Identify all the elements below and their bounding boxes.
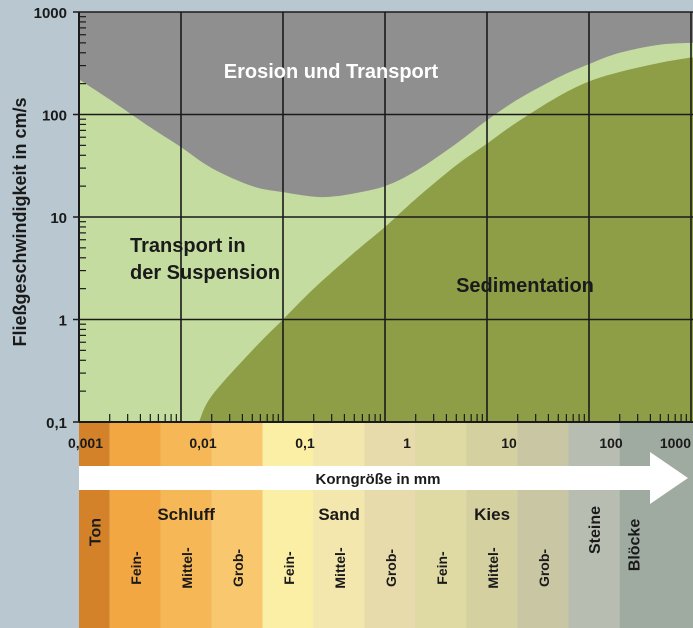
class-2-sub-1: Mittel- <box>332 547 348 589</box>
y-axis-title-group: Fließgeschwindigkeit in cm/s <box>10 97 30 346</box>
grain-band-7 <box>415 422 467 628</box>
y-tick-label: 0,1 <box>46 415 67 432</box>
grain-band-0 <box>79 422 110 628</box>
class-2-sub-2: Grob- <box>383 549 399 587</box>
grain-band-4 <box>262 422 314 628</box>
class-steine: Steine <box>587 506 604 554</box>
class-ton: Ton <box>87 518 104 546</box>
class-3-sub-0: Fein- <box>434 551 450 585</box>
y-tick-label: 10 <box>50 210 67 227</box>
sedimentation-area <box>198 57 693 422</box>
grain-band-10 <box>568 422 620 628</box>
grain-band-6 <box>364 422 416 628</box>
x-tick-label: 0,01 <box>189 435 216 451</box>
y-axis-title: Fließgeschwindigkeit in cm/s <box>10 97 30 346</box>
grain-band-11 <box>619 422 693 628</box>
sedimentation-label: Sedimentation <box>456 275 594 297</box>
class-1-sub-1: Mittel- <box>179 547 195 589</box>
erosion-label: Erosion und Transport <box>224 61 439 83</box>
grain-class-bands: 0,001 0,01 0,1 1 10 100 1000 Ton Schluff Sand Kies… <box>0 422 693 628</box>
grain-band-2 <box>160 422 212 628</box>
x-tick-label: 1 <box>403 435 411 451</box>
x-axis-title: Korngröße in mm <box>315 471 440 488</box>
x-tick-label: 0,1 <box>295 435 315 451</box>
class-bloecke: Blöcke <box>627 519 644 572</box>
region-labels: Erosion und Transport Transport in der S… <box>130 61 594 297</box>
class-2-sub-0: Fein- <box>281 551 297 585</box>
class-1-sub-2: Grob- <box>230 549 246 587</box>
axes: 0,1 1 10 100 1000 <box>34 5 693 432</box>
y-tick-label: 1000 <box>34 5 67 22</box>
grain-band-3 <box>211 422 263 628</box>
grain-band-8 <box>466 422 518 628</box>
x-tick-label: 10 <box>501 435 517 451</box>
grain-band-5 <box>313 422 365 628</box>
class-schluff: Schluff <box>157 505 215 524</box>
class-sand: Sand <box>318 505 360 524</box>
class-3-sub-2: Grob- <box>536 549 552 587</box>
grain-band-1 <box>109 422 161 628</box>
grain-size-arrow: Korngröße in mm <box>79 452 688 504</box>
arrow-shape <box>79 452 688 504</box>
class-1-sub-0: Fein- <box>128 551 144 585</box>
y-tick-label: 1 <box>59 313 67 330</box>
x-tick-label: 100 <box>599 435 623 451</box>
class-3-sub-1: Mittel- <box>485 547 501 589</box>
left-band-bg <box>0 422 79 628</box>
suspension-label-line1: Transport in <box>130 235 246 257</box>
erosion-area <box>79 12 693 198</box>
class-kies: Kies <box>474 505 510 524</box>
y-tick-label: 100 <box>42 108 67 125</box>
suspension-label-line2: der Suspension <box>130 262 280 284</box>
x-tick-label: 1000 <box>660 435 691 451</box>
grain-band-9 <box>517 422 569 628</box>
x-tick-label: 0,001 <box>68 435 103 451</box>
